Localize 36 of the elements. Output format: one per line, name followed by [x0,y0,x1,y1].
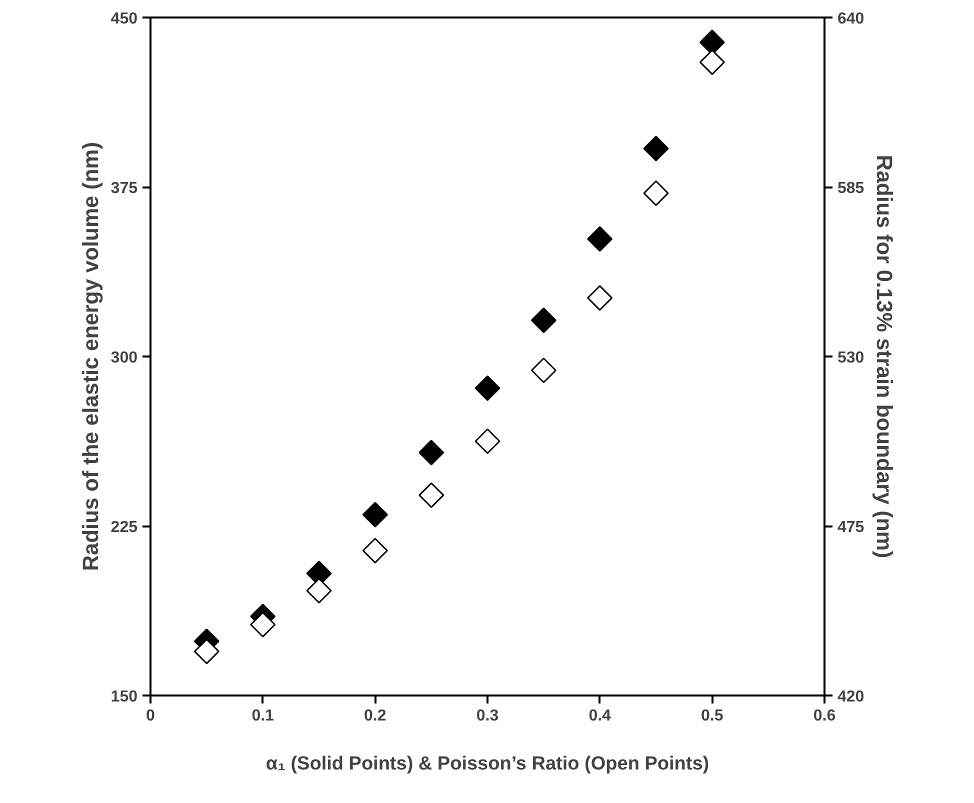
point [587,226,613,252]
x-tick-label: 0.3 [476,708,499,724]
point [194,638,220,664]
point [474,428,500,454]
point [362,538,388,564]
point [699,49,725,75]
point [643,136,669,162]
y-tick-label: 150 [110,688,138,706]
point [418,440,444,466]
x-tick-label: 0.2 [364,708,386,724]
point [474,375,500,401]
point [418,482,444,508]
y2-tick-label: 475 [838,519,864,536]
point [530,358,556,384]
x-tick-label: 0 [146,708,156,724]
y-axis-title: Radius of the elastic energy volume (nm) [78,142,103,572]
x-tick-label: 0.4 [588,708,612,724]
y2-tick-label: 530 [838,350,864,366]
y2-tick-label: 420 [838,688,864,706]
y2-tick-label: 585 [838,180,864,197]
point [250,612,276,638]
y2-axis-title: Radius for 0.13% strain boundary (nm) [872,154,898,558]
point [643,180,669,206]
point [306,578,332,604]
x-tick-label: 0.5 [701,708,724,724]
y-tick-label: 225 [110,519,138,536]
x-tick-label: 0.6 [813,708,836,724]
point [587,285,613,311]
y-tick-label: 300 [110,350,138,366]
x-tick-label: 0.1 [252,708,274,724]
point [362,502,388,528]
y-tick-label: 450 [110,10,138,28]
y-tick-label: 375 [110,180,138,197]
point [530,308,556,334]
y2-tick-label: 640 [838,10,864,28]
x-axis-title: α₁ (Solid Points) & Poisson’s Ratio (Open Points) [266,754,710,774]
